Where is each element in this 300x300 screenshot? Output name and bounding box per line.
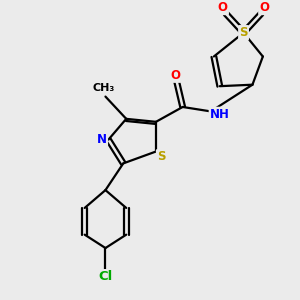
Text: O: O (170, 69, 180, 82)
Text: O: O (259, 1, 269, 14)
Text: Cl: Cl (98, 270, 112, 283)
Text: O: O (218, 1, 228, 14)
Text: NH: NH (210, 108, 230, 121)
Text: N: N (97, 133, 107, 146)
Text: CH₃: CH₃ (93, 83, 115, 93)
Text: S: S (157, 150, 166, 164)
Text: S: S (239, 26, 248, 39)
